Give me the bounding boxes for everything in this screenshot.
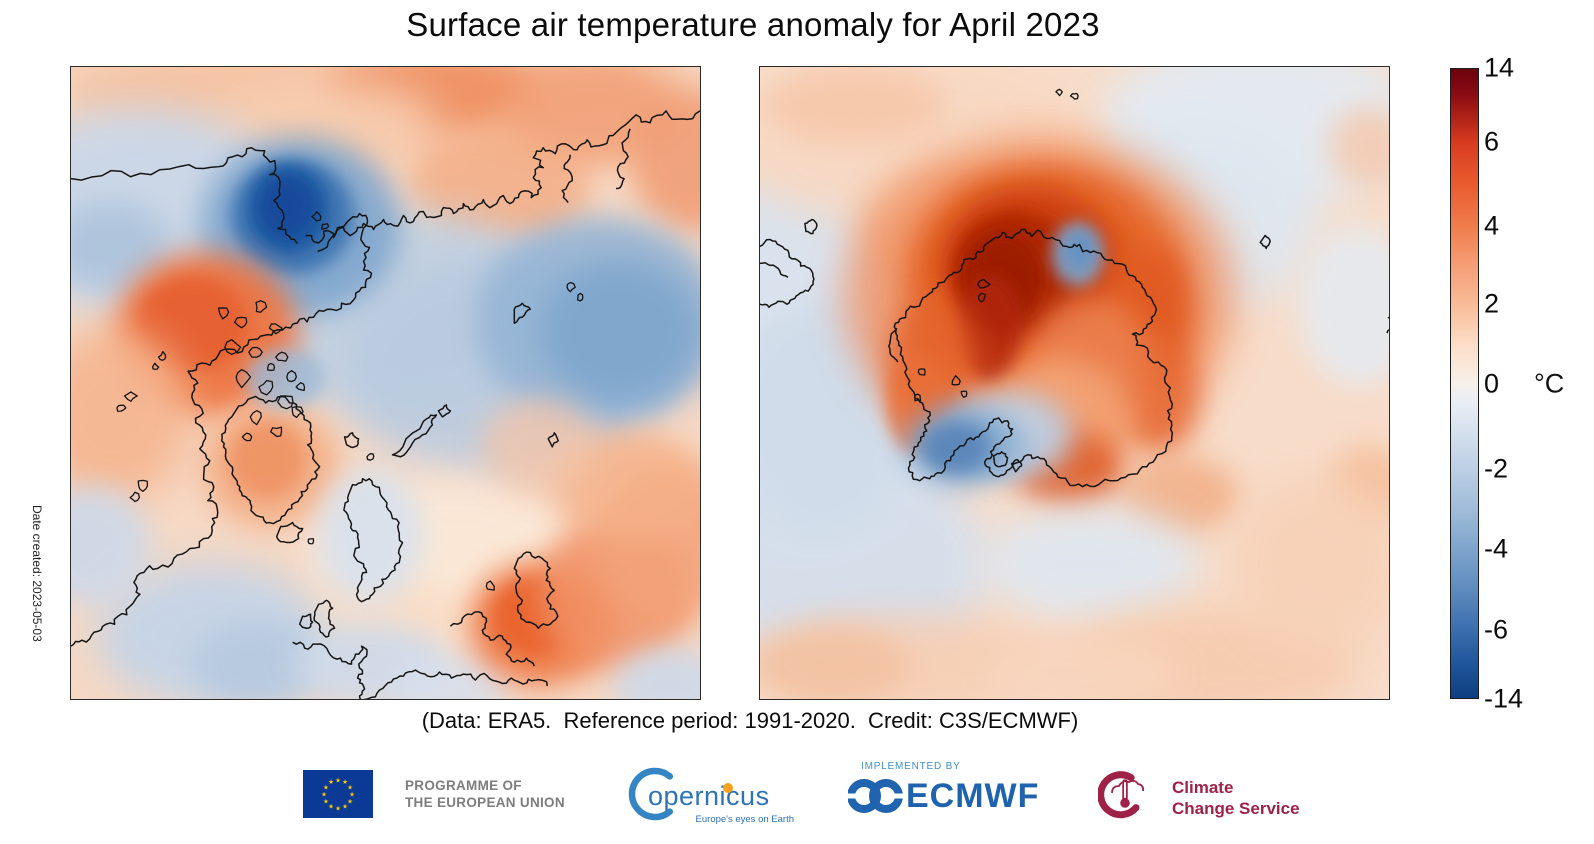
- colorbar-tick-labels: 14 6 4 2 0 -2 -4 -6 -14: [1484, 53, 1544, 714]
- colorbar-tick: 14: [1484, 52, 1515, 83]
- copernicus-tagline: Europe's eyes on Earth: [695, 814, 794, 825]
- eu-programme-line1: PROGRAMME OF: [405, 778, 522, 793]
- arctic-anomaly-map: [70, 66, 701, 700]
- colorbar-unit: °C: [1534, 68, 1594, 699]
- colorbar-tick: 2: [1484, 288, 1500, 319]
- antarctic-anomaly-map: [759, 66, 1390, 700]
- climate-change-service-icon: [1098, 771, 1145, 819]
- svg-text:★: ★: [328, 803, 334, 810]
- figure-title: Surface air temperature anomaly for Apri…: [406, 6, 1100, 43]
- colorbar-tick: -14: [1484, 683, 1524, 714]
- eu-flag-stars: ★ ★★★★★★★★★★★: [321, 777, 355, 812]
- copernicus-c-icon: [628, 767, 674, 821]
- colorbar-tick: 0: [1484, 368, 1500, 399]
- ecmwf-wordmark: ECMWF: [906, 777, 1040, 815]
- copernicus-wordmark: opernicus: [648, 781, 770, 811]
- svg-text:★: ★: [328, 779, 334, 786]
- colorbar-tick: 4: [1484, 210, 1500, 241]
- arctic-map-canvas: [71, 67, 700, 699]
- svg-text:★: ★: [335, 805, 341, 812]
- c3s-name-line1: Climate: [1172, 778, 1234, 797]
- svg-text:★: ★: [347, 798, 353, 805]
- svg-text:★: ★: [342, 803, 348, 810]
- svg-text:★: ★: [349, 791, 355, 798]
- implemented-by-label: IMPLEMENTED BY: [861, 761, 961, 772]
- copernicus-arc: [628, 767, 674, 821]
- svg-text:★: ★: [323, 784, 329, 791]
- svg-text:★: ★: [323, 798, 329, 805]
- figure-caption: (Data: ERA5. Reference period: 1991-2020…: [421, 708, 1079, 733]
- svg-text:★: ★: [347, 784, 353, 791]
- antarctic-map-canvas: [760, 67, 1389, 699]
- copernicus-sun-dot-icon: [723, 783, 733, 793]
- c3s-crescent: [1098, 771, 1140, 819]
- temperature-colorbar: [1450, 68, 1479, 699]
- eu-programme-text: PROGRAMME OF THE EUROPEAN UNION: [405, 777, 565, 811]
- c3s-name-line2: Change Service: [1172, 799, 1300, 818]
- date-created-note: Date created: 2023-05-03: [30, 505, 44, 642]
- colorbar-tick: 6: [1484, 126, 1500, 157]
- eu-flag-logo: ★ ★★★★★★★★★★★: [303, 770, 373, 818]
- ecmwf-emblem-icon: [848, 779, 904, 813]
- colorbar-tick: -4: [1484, 533, 1509, 564]
- colorbar-tick: -2: [1484, 453, 1509, 484]
- colorbar-unit-label: °C: [1534, 368, 1565, 399]
- svg-text:★: ★: [342, 779, 348, 786]
- eu-flag-field: [303, 770, 373, 818]
- svg-text:★: ★: [335, 777, 341, 784]
- svg-text:★: ★: [321, 791, 327, 798]
- colorbar-tick: -6: [1484, 614, 1509, 645]
- eu-programme-line2: THE EUROPEAN UNION: [405, 795, 565, 810]
